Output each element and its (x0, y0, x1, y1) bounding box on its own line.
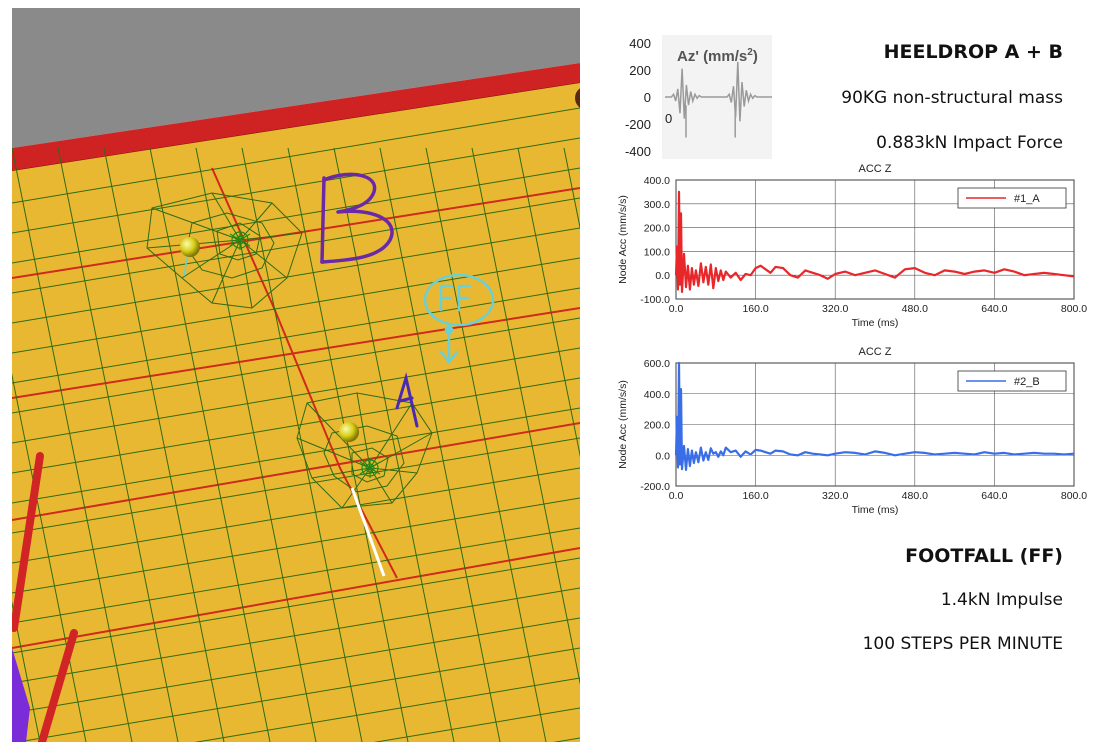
legend: #2_B (957, 370, 1067, 392)
chart-title: ACC Z (859, 163, 892, 175)
annotation-ff (423, 273, 495, 365)
corner-post (575, 88, 580, 108)
legend-label: #1_A (1014, 193, 1040, 205)
legend: #1_A (957, 187, 1067, 209)
columns (12, 452, 78, 742)
x-tick-label: 320.0 (822, 303, 848, 315)
inset-y-tick-label: 0 (644, 90, 651, 105)
footfall-impulse: 1.4kN Impulse (940, 590, 1063, 610)
x-tick-label: 320.0 (822, 490, 848, 502)
x-axis-label: Time (ms) (852, 504, 899, 516)
x-tick-label: 480.0 (902, 303, 928, 315)
legend-label: #2_B (1014, 376, 1040, 388)
x-tick-label: 800.0 (1061, 490, 1087, 502)
footfall-rate: 100 STEPS PER MINUTE (862, 634, 1063, 654)
fe-model-view[interactable]: B A FF (12, 8, 580, 742)
inset-origin-label: 0 (665, 111, 672, 126)
edge-beam (12, 63, 580, 171)
inset-series-line (665, 61, 772, 122)
point-marker-a[interactable] (339, 422, 359, 442)
inset-y-tick-label: -200 (625, 117, 651, 132)
y-tick-label: 600.0 (644, 358, 670, 370)
heeldrop-force: 0.883kN Impact Force (876, 133, 1063, 153)
x-axis-label: Time (ms) (852, 317, 899, 329)
annotation-a (395, 372, 419, 428)
mesh-knot (229, 230, 381, 478)
series-line (674, 190, 1075, 293)
y-tick-label: 400.0 (644, 175, 670, 187)
inset-series-label: Az' (mm/s2) (677, 47, 758, 65)
y-tick-label: 0.0 (655, 450, 670, 462)
y-tick-label: 200.0 (644, 223, 670, 235)
y-tick-label: -200.0 (640, 481, 670, 493)
y-axis-label: Node Acc (mm/s/s) (617, 380, 629, 469)
roof-surface (12, 8, 580, 148)
chart-title: ACC Z (859, 346, 892, 358)
inset-y-tick-label: 200 (629, 63, 651, 78)
footfall-title: FOOTFALL (FF) (905, 545, 1063, 567)
inset-y-tick-label: 400 (629, 36, 651, 51)
y-tick-label: 300.0 (644, 199, 670, 211)
x-tick-label: 640.0 (981, 490, 1007, 502)
y-tick-label: -100.0 (640, 294, 670, 306)
y-tick-label: 200.0 (644, 420, 670, 432)
x-tick-label: 480.0 (902, 490, 928, 502)
heeldrop-mass: 90KG non-structural mass (841, 88, 1063, 108)
x-tick-label: 800.0 (1061, 303, 1087, 315)
inset-az-chart: 400 200 0 -200 -400 0 Az' (mm/s2) (617, 35, 772, 159)
mesh-refinement-a (296, 392, 433, 509)
white-strip (350, 487, 386, 577)
purple-block (12, 648, 30, 742)
x-tick-label: 160.0 (742, 303, 768, 315)
x-tick-label: 160.0 (742, 490, 768, 502)
x-tick-label: 0.0 (669, 303, 684, 315)
x-tick-label: 640.0 (981, 303, 1007, 315)
mesh-grid (12, 107, 580, 742)
y-tick-label: 100.0 (644, 246, 670, 258)
internal-beams (12, 167, 580, 649)
y-tick-label: 0.0 (655, 270, 670, 282)
inset-y-tick-label: -400 (625, 144, 651, 159)
y-tick-label: 400.0 (644, 389, 670, 401)
y-axis-label: Node Acc (mm/s/s) (617, 195, 629, 284)
annotation-b (320, 172, 394, 264)
point-marker-b[interactable] (180, 237, 200, 257)
heeldrop-title: HEELDROP A + B (883, 41, 1063, 63)
x-tick-label: 0.0 (669, 490, 684, 502)
series-line (674, 361, 1075, 471)
